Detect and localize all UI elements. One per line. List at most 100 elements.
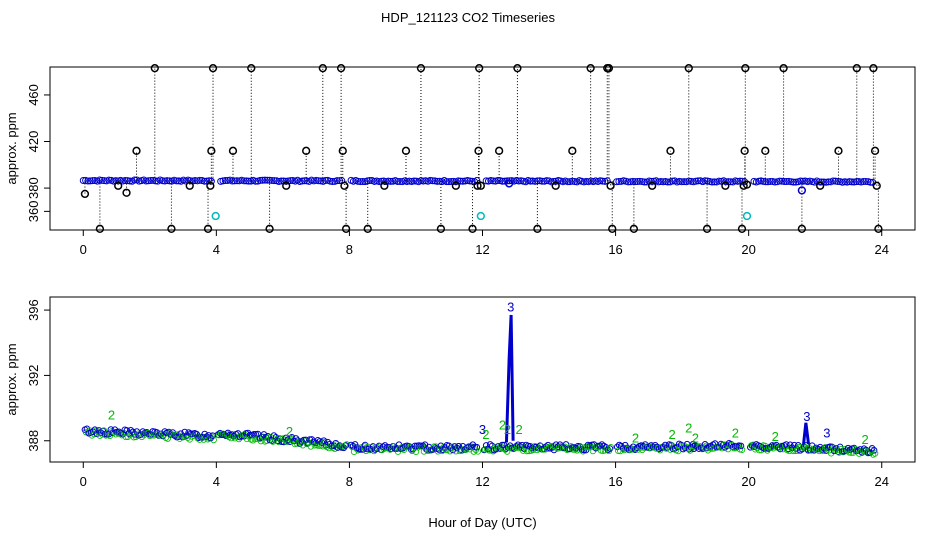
data-point (338, 146, 347, 155)
baseline-point (359, 178, 367, 186)
data-point (721, 181, 730, 190)
x-tick-label: 8 (346, 474, 353, 489)
baseline-point (634, 177, 642, 185)
data-point (568, 146, 577, 155)
chart-title: HDP_121123 CO2 Timeseries (381, 10, 555, 25)
baseline-point (866, 178, 874, 186)
data-point (852, 64, 861, 73)
data-point (870, 146, 880, 155)
baseline-point (219, 177, 227, 185)
baseline-point (624, 178, 632, 186)
baseline-point (231, 177, 239, 185)
co2-spike (504, 314, 515, 443)
baseline-point (144, 177, 152, 185)
co2-point (435, 446, 443, 453)
qc-flag-label: 2 (515, 422, 522, 437)
co2-point-alt (485, 447, 493, 454)
baseline-point (426, 176, 434, 184)
qc-flag-label: 3 (690, 440, 697, 455)
qc-flag-label: 2 (286, 424, 293, 439)
co2-point (619, 445, 627, 452)
qc-flag-label: 2 (692, 430, 699, 445)
co2-point-alt (481, 446, 489, 453)
data-point (834, 146, 843, 155)
baseline-point (498, 177, 506, 185)
data-point (629, 224, 639, 233)
y-tick-label: 388 (26, 430, 41, 452)
data-point (207, 146, 216, 155)
baseline-point (641, 178, 649, 186)
baseline-point (755, 177, 763, 185)
x-tick-label: 0 (80, 242, 87, 257)
co2-point-alt (263, 437, 271, 444)
data-point (167, 224, 176, 233)
baseline-point (221, 176, 229, 184)
baseline-point (771, 178, 779, 186)
data-point (475, 64, 484, 73)
baseline-point (694, 177, 702, 185)
baseline-point (815, 178, 823, 186)
baseline-point (175, 177, 183, 185)
baseline-point (489, 177, 497, 185)
y-tick-label: 420 (26, 131, 41, 153)
baseline-point (564, 178, 572, 186)
baseline-point (487, 177, 495, 185)
data-point (318, 64, 327, 73)
x-tick-label: 0 (80, 474, 87, 489)
co2-point-alt (343, 441, 350, 448)
baseline-point (727, 178, 735, 186)
baseline-point (196, 176, 204, 184)
x-tick-label: 24 (874, 474, 888, 489)
data-point (302, 146, 311, 155)
data-point (494, 146, 504, 155)
co2-point (296, 440, 304, 447)
data-point (874, 224, 883, 233)
co2-point (832, 445, 840, 452)
co2-point (868, 444, 876, 452)
co2-point-alt (780, 445, 787, 453)
baseline-point (410, 177, 418, 185)
baseline-point (629, 177, 637, 185)
data-point (604, 64, 614, 73)
x-tick-label: 4 (213, 474, 220, 489)
baseline-point (354, 177, 362, 185)
baseline-point (86, 177, 94, 185)
data-point (95, 224, 105, 233)
data-point (401, 146, 411, 155)
baseline-point (366, 176, 374, 184)
x-axis-label: Hour of Day (UTC) (428, 515, 536, 530)
data-point (869, 64, 878, 73)
qc-flag-label: 2 (499, 417, 506, 432)
baseline-point (792, 178, 800, 186)
baseline-point (664, 178, 672, 186)
co2-point-alt (458, 447, 466, 454)
baseline-point (121, 176, 129, 184)
baseline-point (79, 177, 87, 185)
co2-point-alt (503, 448, 511, 455)
baseline-point (261, 176, 269, 184)
baseline-point (298, 177, 306, 185)
x-tick-label: 16 (608, 474, 622, 489)
baseline-point (850, 178, 858, 186)
baseline-point (734, 177, 742, 185)
data-point (797, 224, 807, 233)
baseline-point (678, 178, 686, 186)
data-point (586, 64, 595, 73)
baseline-point (657, 177, 665, 185)
co2-point-alt (350, 448, 358, 455)
baseline-point (710, 178, 718, 186)
y-tick-label: 360 (26, 201, 41, 223)
baseline-point (142, 177, 150, 185)
y-tick-label: 396 (26, 299, 41, 321)
x-tick-label: 8 (346, 242, 353, 257)
co2-point-alt (855, 450, 863, 457)
baseline-point (675, 177, 683, 185)
baseline-point (105, 176, 113, 184)
baseline-point (859, 178, 867, 186)
co2-point-alt (251, 435, 259, 443)
baseline-point (98, 176, 106, 184)
baseline-point (615, 178, 623, 186)
data-point (504, 179, 514, 188)
bottom-panel: 0 4 8 12 16 20 24 388 392 396 approx. ppm Hour of D… (4, 296, 916, 530)
